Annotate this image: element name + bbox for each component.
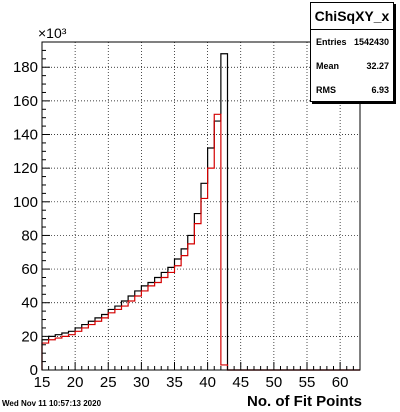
x-tick-label: 40 bbox=[199, 374, 216, 391]
stats-value: 1542430 bbox=[353, 37, 389, 47]
y-tick-label: 100 bbox=[13, 194, 38, 211]
axes: 15 20 25 30 35 40 45 50 55 60 0 20 40 60 80 100 120 140 16… bbox=[13, 41, 361, 391]
stats-row-mean: Mean 32.27 bbox=[311, 54, 393, 78]
series-1-histogram-line bbox=[41, 113, 360, 371]
stats-row-rms: RMS 6.93 bbox=[311, 78, 393, 102]
stats-row-entries: Entries 1542430 bbox=[311, 30, 393, 54]
stats-value: 6.93 bbox=[371, 85, 389, 95]
x-tick-label: 15 bbox=[34, 374, 51, 391]
x-axis-title: No. of Fit Points bbox=[247, 393, 362, 410]
y-tick-label: 20 bbox=[21, 328, 38, 345]
y-tick-label: 180 bbox=[13, 59, 38, 76]
x-tick-label: 20 bbox=[67, 374, 84, 391]
y-tick-label: 160 bbox=[13, 93, 38, 110]
stats-box: ChiSqXY_x Entries 1542430 Mean 32.27 RMS… bbox=[310, 2, 394, 102]
x-tick-label: 50 bbox=[266, 374, 283, 391]
x-tick-label: 45 bbox=[232, 374, 249, 391]
y-tick-label: 40 bbox=[21, 295, 38, 312]
y-tick-label: 120 bbox=[13, 160, 38, 177]
stats-key: RMS bbox=[316, 85, 336, 95]
y-multiplier: ×10³ bbox=[38, 25, 67, 41]
stats-title: ChiSqXY_x bbox=[311, 3, 393, 30]
y-tick-label: 0 bbox=[30, 362, 38, 379]
x-tick-label: 25 bbox=[100, 374, 117, 391]
x-tick-label: 35 bbox=[166, 374, 183, 391]
y-tick-label: 60 bbox=[21, 261, 38, 278]
x-tick-label: 60 bbox=[332, 374, 349, 391]
timestamp: Wed Nov 11 10:57:13 2020 bbox=[2, 399, 102, 408]
stats-key: Entries bbox=[316, 37, 347, 47]
x-tick-label: 30 bbox=[133, 374, 150, 391]
stats-value: 32.27 bbox=[366, 61, 389, 71]
x-tick-label: 55 bbox=[299, 374, 316, 391]
y-tick-label: 140 bbox=[13, 127, 38, 144]
stats-key: Mean bbox=[316, 61, 340, 71]
y-tick-label: 80 bbox=[21, 227, 38, 244]
